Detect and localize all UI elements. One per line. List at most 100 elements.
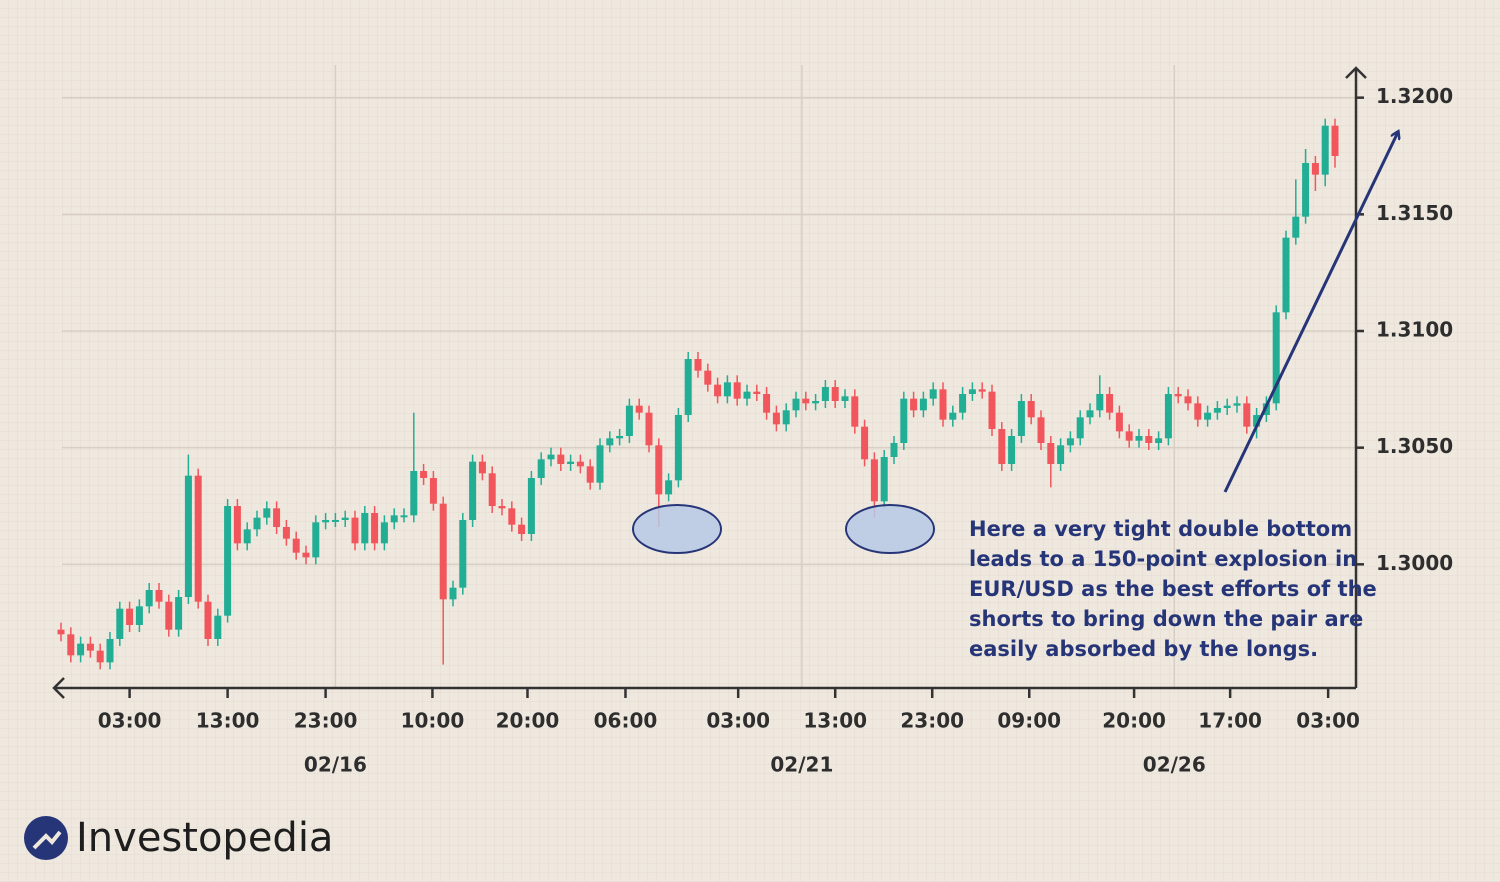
x-tick-label: 06:00 xyxy=(594,709,658,733)
candle-body xyxy=(224,506,232,616)
grid xyxy=(62,65,1356,688)
annotation-line: leads to a 150-point explosion in xyxy=(969,547,1357,571)
candle-body xyxy=(341,517,349,520)
candle-body xyxy=(1243,403,1251,427)
axes xyxy=(52,66,1367,699)
candle-body xyxy=(1076,417,1084,439)
candle-body xyxy=(439,503,447,600)
candle-body xyxy=(959,394,967,413)
candle-body xyxy=(331,520,339,522)
candle-body xyxy=(478,461,486,474)
candle-body xyxy=(900,398,908,443)
candle-body xyxy=(802,398,810,404)
candle-body xyxy=(596,445,604,483)
candle-body xyxy=(616,436,624,439)
candle-body xyxy=(67,634,75,656)
candle-body xyxy=(135,606,143,625)
ticks: 1.3000 1.3050 1.3100 1.3150 1.3200 03:00 13:00… xyxy=(98,84,1453,776)
candle-body xyxy=(116,608,124,639)
candle-body xyxy=(1057,445,1065,464)
candle-body xyxy=(1125,431,1133,441)
candle-body xyxy=(1292,216,1300,238)
candle-body xyxy=(1321,125,1329,175)
candle-body xyxy=(684,359,692,415)
y-axis-arrow xyxy=(1345,66,1367,79)
candle-body xyxy=(204,601,212,639)
candle-body xyxy=(410,471,418,516)
candle-body xyxy=(861,426,869,460)
logo: Investopedia xyxy=(24,815,333,861)
candle-body xyxy=(282,527,290,539)
candle-body xyxy=(1066,438,1074,446)
candle-body xyxy=(606,438,614,446)
candle-body xyxy=(939,389,947,420)
candle-body xyxy=(1115,412,1123,432)
candle-body xyxy=(518,524,526,534)
candle-body xyxy=(86,643,94,651)
candle-body xyxy=(655,445,663,495)
candle-body xyxy=(753,391,761,394)
candle-body xyxy=(106,639,114,663)
x-tick-label: 13:00 xyxy=(803,709,867,733)
candle-body xyxy=(1145,436,1153,443)
candle-body xyxy=(919,398,927,411)
candle-body xyxy=(498,506,506,509)
candle-body xyxy=(1106,394,1114,413)
candle-body xyxy=(145,590,153,607)
candle-body xyxy=(77,643,85,656)
x-tick-label: 23:00 xyxy=(900,709,964,733)
candle-body xyxy=(96,650,104,663)
candle-body xyxy=(841,396,849,401)
candle-body xyxy=(880,457,888,502)
candle-body xyxy=(870,459,878,502)
candle-body xyxy=(557,454,565,464)
candle-body xyxy=(292,538,300,553)
candle-body xyxy=(1164,394,1172,439)
candle-body xyxy=(635,405,643,413)
candle-body xyxy=(743,391,751,399)
x-tick-label: 03:00 xyxy=(706,709,770,733)
annotation-line: shorts to bring down the pair are xyxy=(969,607,1363,631)
candle-body xyxy=(1331,125,1339,156)
candle-body xyxy=(645,412,653,446)
annotation-line: Here a very tight double bottom xyxy=(969,517,1352,541)
candle-body xyxy=(1017,401,1025,436)
candle-body xyxy=(1213,408,1221,413)
candle-body xyxy=(998,429,1006,464)
candle-body xyxy=(812,401,820,404)
candle-body xyxy=(57,629,65,635)
candle-body xyxy=(312,522,320,558)
candle-body xyxy=(263,508,271,518)
x-tick-label: 23:00 xyxy=(294,709,358,733)
candle-body xyxy=(1096,394,1104,411)
candle-body xyxy=(1155,438,1163,443)
candle-body xyxy=(1204,412,1212,420)
candle-body xyxy=(184,475,192,597)
candle-body xyxy=(674,415,682,481)
candle-body xyxy=(625,405,633,436)
trend-arrow xyxy=(1223,132,1398,493)
candle-body xyxy=(253,517,261,530)
candle-body xyxy=(302,552,310,558)
candle-body xyxy=(547,454,555,460)
candle-body xyxy=(1184,396,1192,404)
candle-body xyxy=(1233,403,1241,406)
x-axis-arrow xyxy=(52,677,65,699)
y-tick-label: 1.3000 xyxy=(1376,551,1453,575)
candle-body xyxy=(910,398,918,411)
x-tick-label: 17:00 xyxy=(1198,709,1262,733)
candle-body xyxy=(694,359,702,371)
candle-body xyxy=(890,443,898,457)
candle-body xyxy=(351,517,359,544)
bottom-marker xyxy=(632,504,722,554)
bottom-marker xyxy=(845,504,935,554)
candle-body xyxy=(527,478,535,534)
candles xyxy=(57,118,1339,670)
candle-body xyxy=(821,387,829,401)
candle-body xyxy=(978,389,986,392)
y-tick-label: 1.3050 xyxy=(1376,434,1453,458)
candle-body xyxy=(175,597,183,630)
candle-body xyxy=(831,387,839,401)
candle-body xyxy=(929,389,937,399)
